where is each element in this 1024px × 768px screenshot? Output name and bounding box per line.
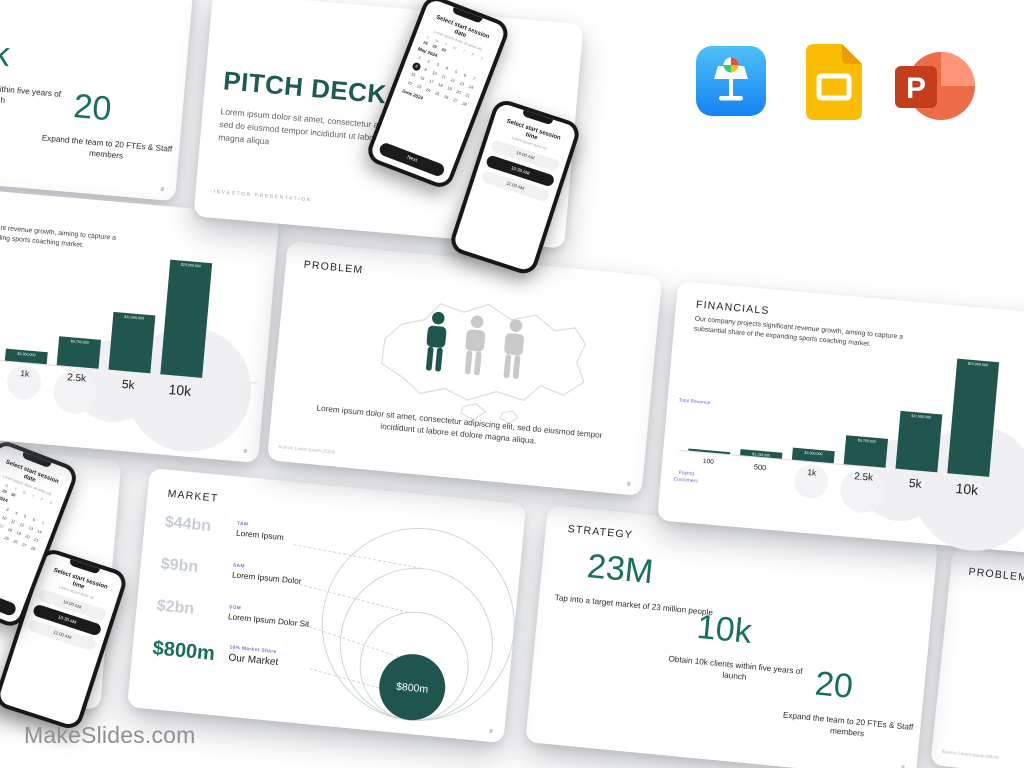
bar-5k: $11,500,000 [108, 311, 156, 374]
bar-2.5k: $5,750,000 [843, 435, 889, 468]
category-label: 100 [702, 457, 715, 466]
svg-text:P: P [906, 72, 926, 105]
category-label: 500 [753, 462, 767, 473]
stat-value-10k: 10k [0, 31, 12, 75]
market-value: $44bn [164, 513, 212, 536]
stat-value-10k: 10k [695, 607, 754, 652]
bar-value-label: $23,000,000 [967, 361, 989, 367]
stat-caption-23m: Tap into a target market of 23 million p… [554, 593, 714, 618]
stat-value-20: 20 [72, 87, 114, 129]
person-icon-gray [464, 315, 486, 376]
stat-caption-20: Expand the team to 20 FTEs & Staff membe… [41, 133, 173, 162]
slide-title: PROBLEM [967, 565, 1024, 584]
map-outline [350, 284, 601, 436]
bar-value-label: $5,750,000 [70, 338, 89, 345]
stat-value-20: 20 [813, 664, 855, 706]
site-logo-link[interactable]: MakeSlides.com [24, 722, 196, 748]
market-row-our-market: $800m 10% Market Share Our Market [152, 637, 280, 672]
slide-card-strategy-partial[interactable]: STRATEGY 23M Tap into a target market of… [0, 0, 196, 202]
bar-2.5k: $5,750,000 [56, 336, 102, 369]
calendar-next-button: Next [0, 580, 18, 617]
phone-notch [68, 559, 101, 575]
stat-value-23m: 23M [585, 547, 655, 592]
person-icon-gray [503, 319, 525, 379]
market-value: $2bn [156, 597, 195, 618]
market-label: Our Market [227, 652, 279, 669]
bar-value-label: $11,500,000 [911, 413, 932, 420]
source-note: Source: Lorem Ipsum (2024) [941, 748, 999, 760]
bar-value-label: $2,300,000 [804, 450, 823, 456]
market-value-our: $800m [151, 637, 216, 666]
slide-title: STRATEGY [567, 523, 634, 542]
keynote-icon[interactable] [696, 46, 766, 121]
bar-value-label: $2,300,000 [17, 351, 36, 357]
pitch-deck-title: PITCH DECK [222, 65, 388, 110]
slide-card-strategy[interactable]: STRATEGY 23M Tap into a target market of… [525, 505, 939, 768]
slide-card-financials-partial[interactable]: FINANCIALS Our company projects signific… [0, 182, 280, 464]
market-label: Lorem Ipsum [235, 528, 285, 543]
slide-card-problem-partial[interactable]: PROBLEM Source: Lorem Ipsum (2024) [930, 548, 1024, 768]
calendar-next-button: Next [377, 141, 447, 179]
slide-title: MARKET [167, 487, 219, 505]
source-note: Source: Lorem Ipsum (2024) [278, 444, 336, 455]
bar-value-label: $5,750,000 [857, 437, 876, 444]
market-row-tam: $44bn TAM Lorem Ipsum [164, 514, 285, 543]
bar-value-label: $23,000,000 [180, 262, 202, 268]
slide-card-problem[interactable]: PROBLEM Lorem ipsum dolor sit amet, con [266, 241, 663, 497]
page-number [627, 481, 631, 486]
y-axis-label: Total Revenue [678, 397, 711, 407]
slide-title: PROBLEM [303, 258, 364, 277]
stat-caption-10k: Obtain 10k clients within five years of … [0, 78, 62, 106]
page-number [243, 448, 248, 454]
stat-caption-20: Expand the team to 20 FTEs & Staff membe… [782, 710, 914, 739]
bar-value-label: $11,500,000 [124, 314, 145, 321]
slide-card-pitch-deck[interactable]: PITCH DECK Lorem ipsum dolor sit amet, c… [193, 0, 584, 278]
person-icons [417, 306, 531, 388]
slide-card-financials[interactable]: FINANCIALS Our company projects signific… [657, 281, 1024, 556]
google-slides-icon[interactable] [806, 44, 862, 125]
market-row-sam: $9bn SAM Lorem Ipsum Dolor [160, 556, 303, 587]
tam-sam-som-diagram: $800m [294, 486, 531, 743]
financials-bar-chart: Total Revenue Paying Customers 100$1,150… [0, 182, 280, 463]
person-icon-teal [425, 311, 447, 372]
page-number [160, 187, 164, 192]
market-row-som: $2bn SOM Lorem Ipsum Dolor Sit [156, 597, 310, 630]
svg-text:$800m: $800m [396, 681, 429, 696]
financials-bar-chart: Total Revenue Paying Customers 100$1,150… [657, 281, 1024, 556]
stat-caption-10k: Obtain 10k clients within five years of … [668, 654, 803, 683]
slide-card-app-phones[interactable]: Select start session time Lorem ipsum do… [0, 428, 130, 732]
bar-5k: $11,500,000 [895, 410, 943, 473]
pitch-deck-footer: INVESTOR PRESENTATION [213, 188, 313, 204]
phone-notch [521, 110, 554, 126]
market-value: $9bn [160, 555, 199, 577]
powerpoint-icon[interactable]: P [893, 46, 977, 131]
slide-card-market[interactable]: MARKET $44bn TAM Lorem Ipsum $9bn SAM Lo… [126, 468, 527, 744]
x-axis-label: Paying Customers [673, 469, 699, 484]
